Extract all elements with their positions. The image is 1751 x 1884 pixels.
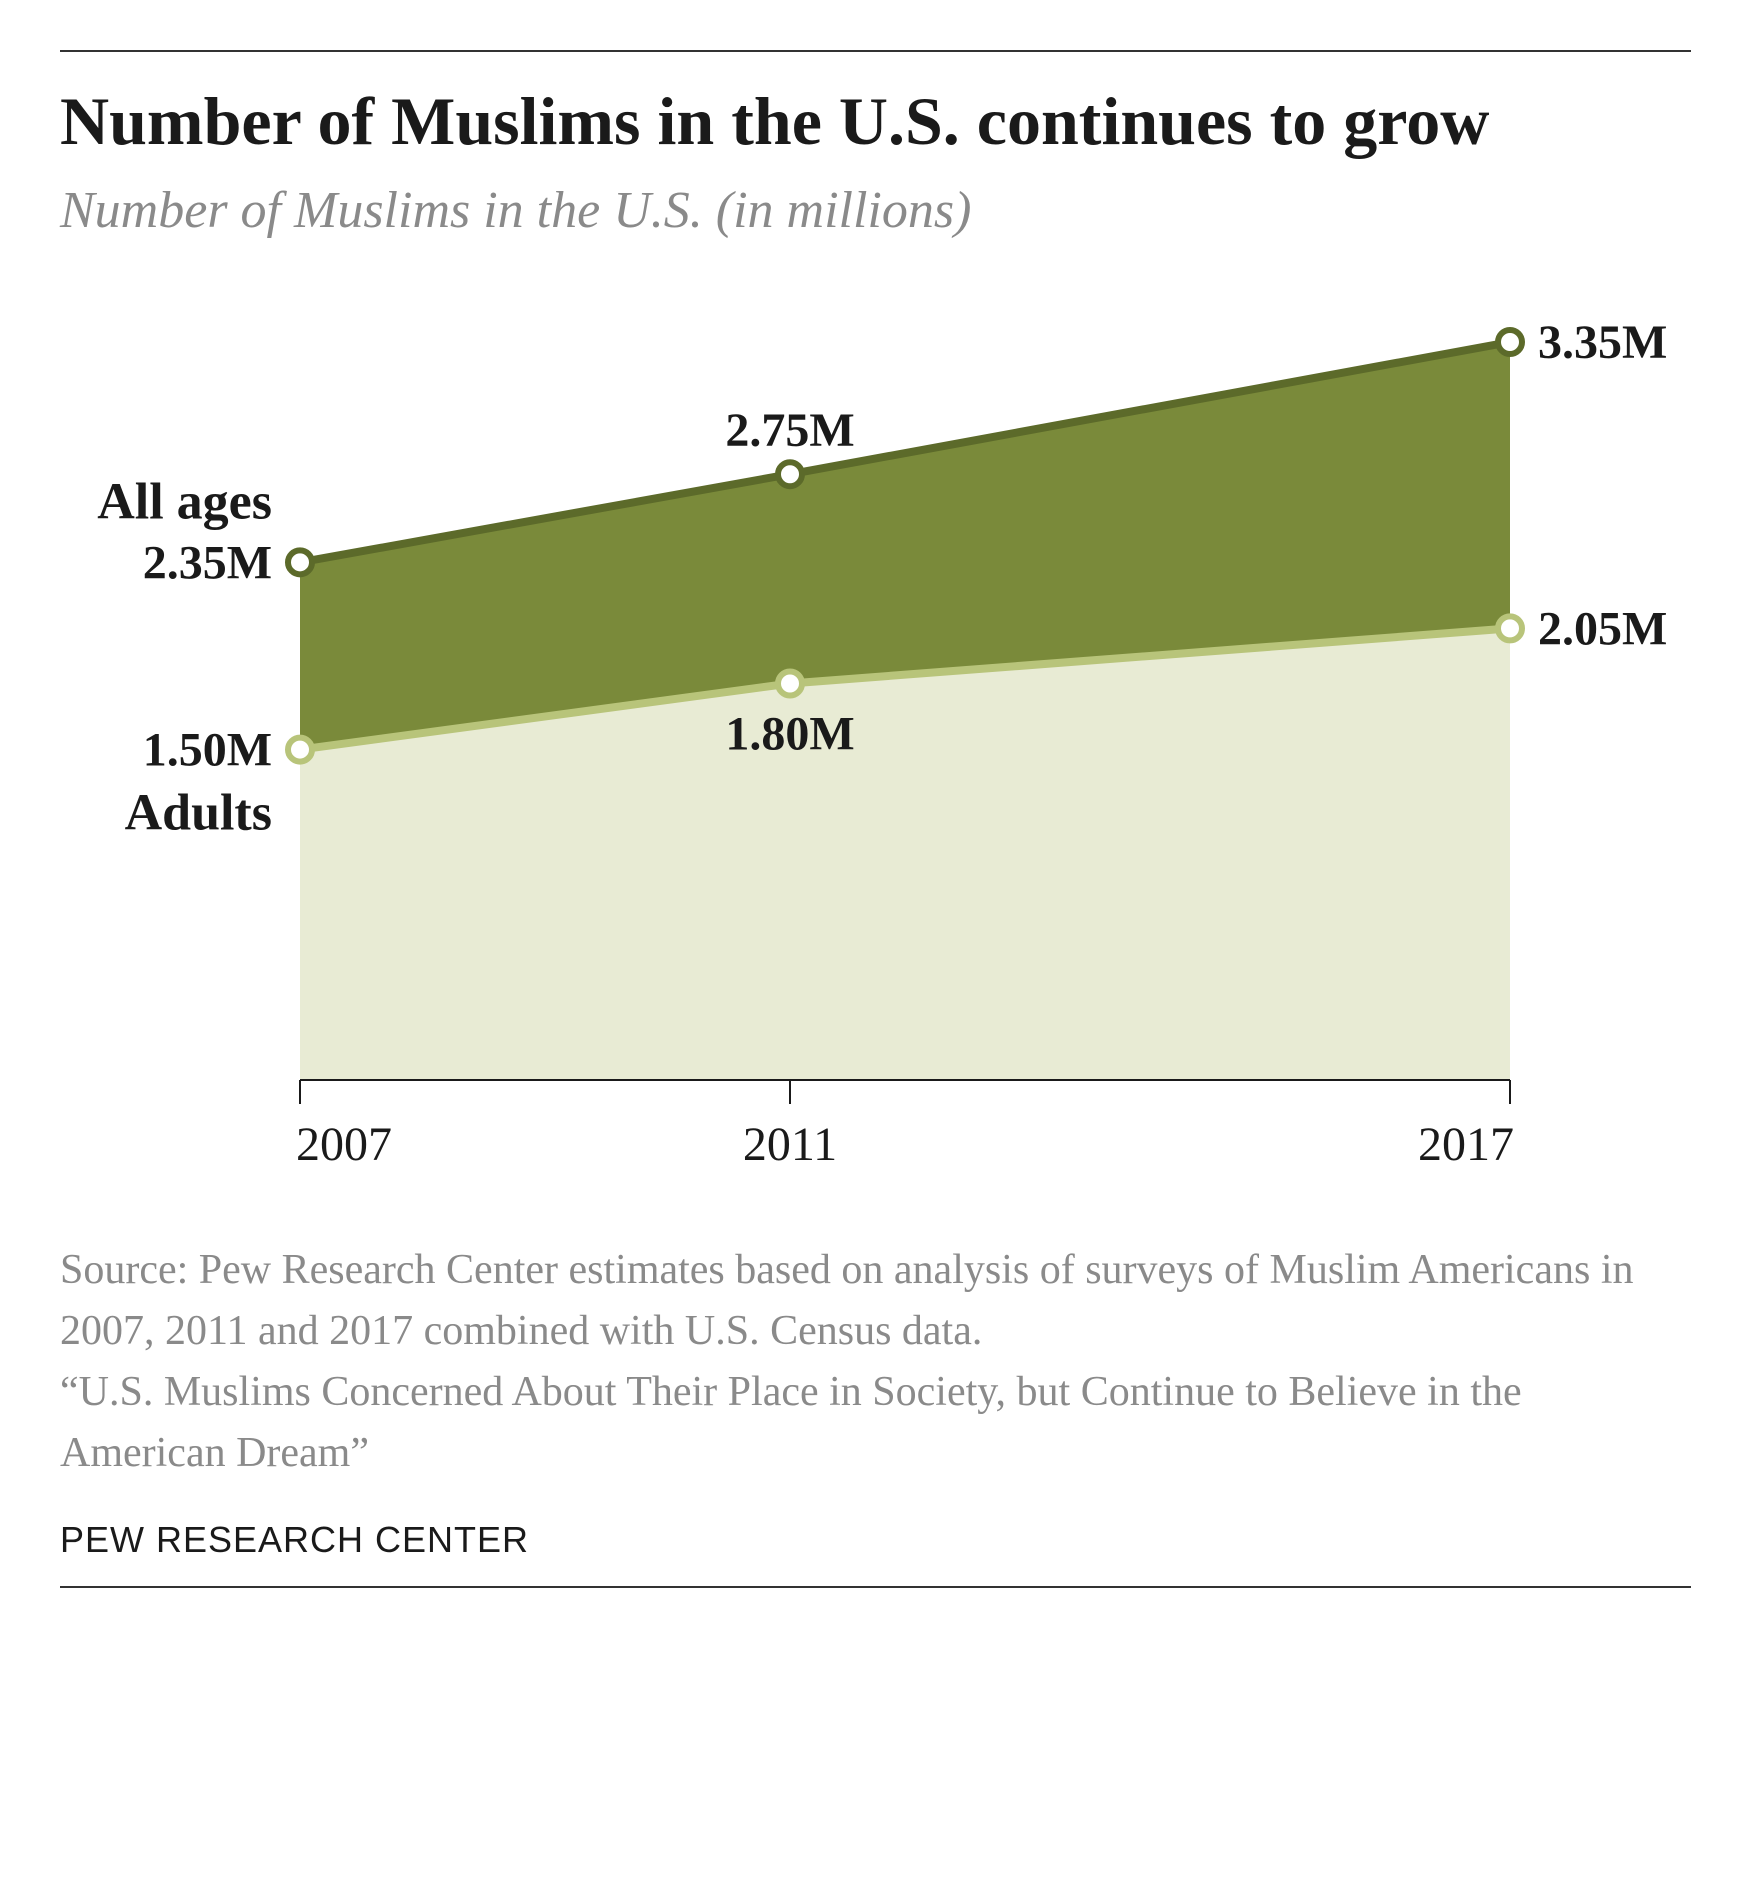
adults-value-label: 1.50M — [143, 724, 272, 777]
x-axis-label: 2011 — [743, 1118, 837, 1171]
chart-title: Number of Muslims in the U.S. continues … — [60, 82, 1691, 161]
chart-area: 2007 2011 2017 2.35M 2.75M 3.35M 1.50M 1.80M 2.0… — [60, 280, 1691, 1200]
adults-marker — [1498, 616, 1522, 640]
all-ages-value-label: 2.35M — [143, 536, 272, 589]
all-ages-marker — [1498, 330, 1522, 354]
adults-marker — [778, 671, 802, 695]
all-ages-value-label: 2.75M — [725, 404, 854, 457]
x-axis-label: 2007 — [296, 1118, 392, 1171]
chart-subtitle: Number of Muslims in the U.S. (in millio… — [60, 181, 1691, 240]
source-text: Source: Pew Research Center estimates ba… — [60, 1240, 1691, 1484]
x-axis-label: 2017 — [1418, 1118, 1514, 1171]
adults-value-label: 2.05M — [1538, 602, 1667, 655]
bottom-rule — [60, 1586, 1691, 1588]
area-chart-svg: 2007 2011 2017 2.35M 2.75M 3.35M 1.50M 1.80M 2.0… — [60, 280, 1691, 1200]
top-rule — [60, 50, 1691, 52]
adults-marker — [288, 738, 312, 762]
all-ages-marker — [778, 462, 802, 486]
series-label-all-ages: All ages — [97, 473, 272, 530]
adults-value-label: 1.80M — [725, 707, 854, 760]
series-label-adults: Adults — [125, 785, 272, 842]
attribution: PEW RESEARCH CENTER — [60, 1519, 1691, 1561]
all-ages-marker — [288, 550, 312, 574]
all-ages-value-label: 3.35M — [1538, 316, 1667, 369]
